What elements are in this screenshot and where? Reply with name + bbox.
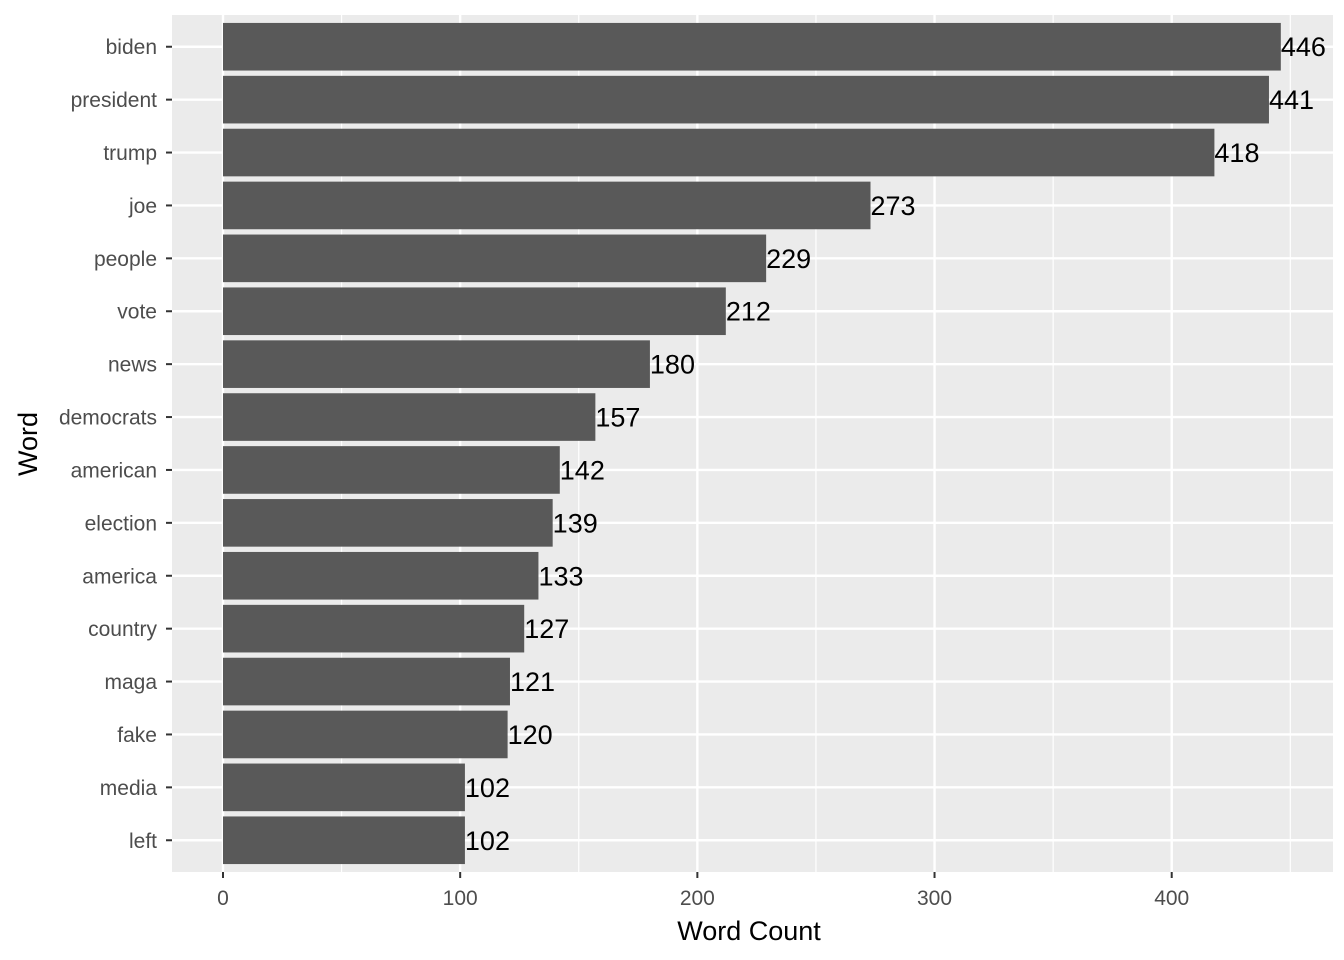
x-tick-label-200: 200 <box>680 887 715 910</box>
data-label-biden: 446 <box>1281 32 1326 62</box>
y-tick-label-trump: trump <box>103 142 157 165</box>
data-label-fake: 120 <box>508 720 553 750</box>
y-tick-label-news: news <box>108 354 157 377</box>
y-axis: biden president trump joe people vote news demo… <box>59 36 172 853</box>
x-tick-label-400: 400 <box>1154 887 1189 910</box>
data-label-country: 127 <box>524 614 569 644</box>
x-tick-label-300: 300 <box>917 887 952 910</box>
data-label-president: 441 <box>1269 85 1314 115</box>
data-label-american: 142 <box>560 455 605 485</box>
y-tick-label-joe: joe <box>128 195 157 218</box>
bar-democrats <box>222 393 596 441</box>
bar-media <box>222 763 465 812</box>
bar-trump <box>222 128 1215 177</box>
bar-vote <box>222 287 726 336</box>
bar-people <box>222 234 767 283</box>
data-label-election: 139 <box>553 508 598 538</box>
data-label-america: 133 <box>538 561 583 591</box>
y-axis-title: Word <box>13 412 43 476</box>
y-tick-label-election: election <box>85 512 157 535</box>
data-label-maga: 121 <box>510 667 555 697</box>
y-tick-label-america: america <box>82 565 157 588</box>
bar-election <box>222 499 553 547</box>
data-label-trump: 418 <box>1214 138 1259 168</box>
bar-maga <box>222 657 510 706</box>
bar-left <box>222 816 465 865</box>
y-tick-label-president: president <box>71 89 158 112</box>
data-label-vote: 212 <box>726 297 771 327</box>
bar-news <box>222 340 650 388</box>
y-tick-label-people: people <box>94 248 157 271</box>
bar-america <box>222 551 539 600</box>
y-tick-label-vote: vote <box>117 301 157 324</box>
data-label-democrats: 157 <box>595 403 640 433</box>
x-tick-label-0: 0 <box>217 887 229 910</box>
x-axis-title: Word Count <box>677 916 821 946</box>
data-labels: 446 441 418 273 229 212 180 157 142 139 133 127 121 1… <box>465 32 1326 856</box>
bars <box>222 22 1281 865</box>
bar-fake <box>222 710 508 759</box>
y-tick-label-american: american <box>71 459 157 482</box>
y-tick-label-left: left <box>129 830 157 853</box>
y-tick-label-media: media <box>100 777 158 800</box>
data-label-media: 102 <box>465 773 510 803</box>
y-tick-label-country: country <box>88 618 157 641</box>
data-label-news: 180 <box>650 350 695 380</box>
bar-joe <box>222 181 871 230</box>
y-tick-label-biden: biden <box>106 36 157 59</box>
bar-country <box>222 604 525 653</box>
x-axis: 0 100 200 300 400 <box>217 872 1189 910</box>
data-label-left: 102 <box>465 826 510 856</box>
bar-american <box>222 446 560 494</box>
y-tick-label-fake: fake <box>117 724 157 747</box>
x-tick-label-100: 100 <box>443 887 478 910</box>
bar-biden <box>222 22 1281 71</box>
data-label-people: 229 <box>766 244 811 274</box>
data-label-joe: 273 <box>870 191 915 221</box>
bar-president <box>222 75 1269 124</box>
y-tick-label-democrats: democrats <box>59 407 157 430</box>
y-tick-label-maga: maga <box>104 671 157 694</box>
